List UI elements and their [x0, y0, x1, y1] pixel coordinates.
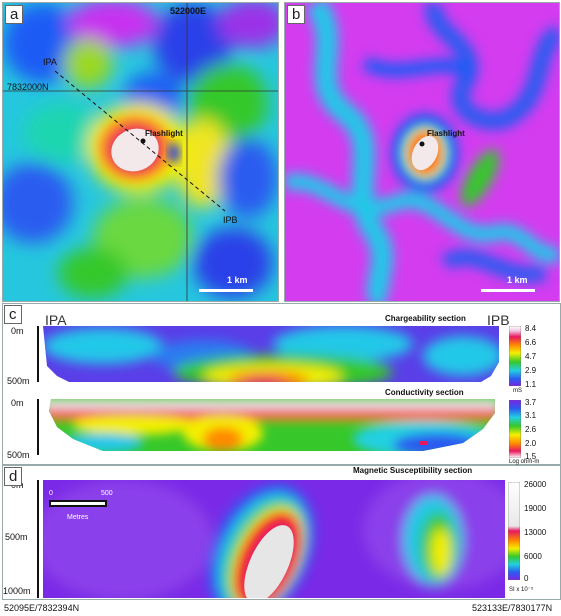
magnetic-tick: 19000 — [524, 504, 547, 513]
conductivity-depth-top: 0m — [11, 398, 24, 408]
chargeability-tick: 4.7 — [525, 352, 537, 361]
right-coordinate: 523133E/7830177N — [472, 603, 553, 613]
ipa-end-label: IPA — [45, 312, 67, 328]
conductivity-tick: 2.0 — [525, 439, 537, 448]
panel-b-scale-text: 1 km — [507, 275, 528, 285]
magnetic-section — [43, 480, 505, 598]
conductivity-tick: 1.5 — [525, 452, 537, 461]
ipb-end-label: IPB — [487, 312, 510, 328]
chargeability-depth-top: 0m — [11, 326, 24, 336]
conductivity-unit: Log ohm-m — [509, 459, 540, 465]
conductivity-tick: 2.6 — [525, 425, 537, 434]
left-coordinate: 52095E/7832394N — [4, 603, 80, 613]
panel-b-map: b Flashlight 1 km — [284, 2, 560, 302]
panel-b-grid-image — [285, 3, 559, 301]
conductivity-section — [49, 399, 495, 451]
chargeability-tick: 2.9 — [525, 366, 537, 375]
chargeability-tick: 8.4 — [525, 324, 537, 333]
scale-zero: 0 — [49, 490, 53, 497]
panel-a-grid-image — [3, 3, 278, 301]
flashlight-label-b: Flashlight — [427, 129, 465, 138]
chargeability-unit: mS — [513, 388, 522, 394]
chargeability-section — [43, 326, 499, 382]
conductivity-colorbar — [509, 400, 521, 458]
easting-label: 522000E — [170, 6, 207, 16]
panel-c-label: c — [4, 305, 22, 324]
ipb-label: IPB — [223, 215, 238, 225]
magnetic-unit: SI x 10⁻⁵ — [509, 587, 534, 593]
panel-a-map: a 522000E 7832000N IPA IPB Flashlight 1 … — [2, 2, 279, 302]
magnetic-tick: 0 — [524, 574, 529, 583]
panel-d-label: d — [4, 467, 23, 486]
conductivity-tick: 3.7 — [525, 398, 537, 407]
magnetic-depth-500: 500m — [5, 532, 28, 542]
chargeability-title: Chargeability section — [385, 314, 466, 323]
panel-d: d Magnetic Susceptibility section 0 500 … — [2, 465, 561, 600]
chargeability-depth-bottom: 500m — [7, 376, 30, 386]
scale-500: 500 — [101, 490, 113, 497]
northing-label: 7832000N — [7, 82, 49, 92]
flashlight-label: Flashlight — [145, 129, 183, 138]
magnetic-tick: 26000 — [524, 480, 547, 489]
panel-a-label: a — [5, 5, 24, 24]
chargeability-tick: 1.1 — [525, 380, 537, 389]
chargeability-colorbar — [509, 326, 521, 386]
conductivity-title: Conductivity section — [385, 388, 464, 397]
panel-b-label: b — [287, 5, 306, 24]
magnetic-tick: 6000 — [524, 552, 542, 561]
profile-line — [54, 70, 226, 212]
chargeability-tick: 6.6 — [525, 338, 537, 347]
magnetic-colorbar — [508, 482, 520, 580]
magnetic-tick: 13000 — [524, 528, 547, 537]
panel-a-scale-text: 1 km — [227, 275, 248, 285]
conductivity-tick: 3.1 — [525, 411, 537, 420]
magnetic-title: Magnetic Susceptibility section — [353, 466, 473, 475]
ipa-label: IPA — [43, 57, 57, 67]
conductivity-depth-bottom: 500m — [7, 450, 30, 460]
magnetic-depth-1000: 1000m — [3, 586, 31, 596]
panel-c: c IPA IPB Chargeability section 0m 500m — [2, 303, 561, 465]
scale-unit: Metres — [67, 514, 89, 521]
